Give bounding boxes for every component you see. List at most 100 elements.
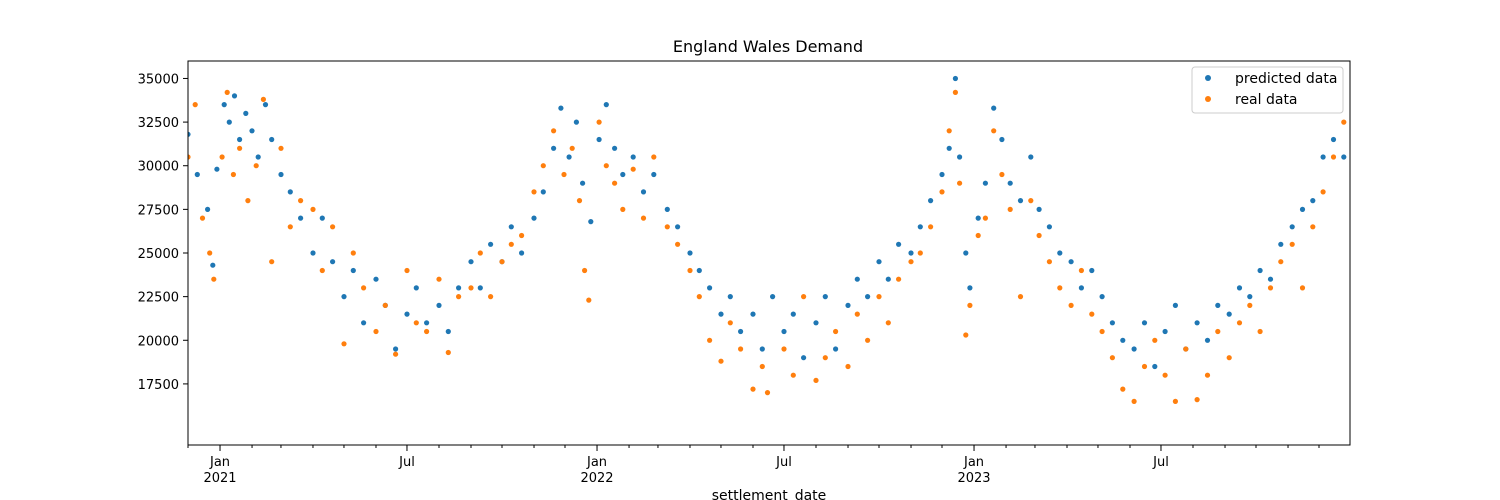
data-point xyxy=(928,224,934,230)
data-point xyxy=(727,320,733,326)
data-point xyxy=(845,302,851,308)
data-point xyxy=(975,232,981,239)
data-point xyxy=(696,294,702,300)
data-point xyxy=(664,224,670,230)
data-point xyxy=(612,145,618,151)
data-point xyxy=(1131,346,1137,352)
data-point xyxy=(488,241,494,247)
data-point xyxy=(1007,206,1013,212)
x-tick-year-label: 2023 xyxy=(957,471,990,486)
x-tick-year-label: 2022 xyxy=(580,471,613,486)
data-point xyxy=(468,259,474,265)
data-point xyxy=(1172,302,1178,308)
data-point xyxy=(255,154,261,160)
data-point xyxy=(896,241,902,247)
data-point xyxy=(1099,328,1105,335)
data-point xyxy=(975,215,981,221)
data-point xyxy=(456,285,462,291)
data-point xyxy=(540,163,546,169)
x-tick-label: Jul xyxy=(775,455,792,470)
data-point xyxy=(413,285,419,291)
data-point xyxy=(319,215,325,221)
data-point xyxy=(211,276,217,282)
data-point xyxy=(696,267,702,274)
y-tick-label: 35000 xyxy=(138,72,179,87)
data-point xyxy=(1278,241,1284,247)
data-point xyxy=(205,206,211,212)
data-point xyxy=(237,136,243,143)
data-point xyxy=(477,285,483,291)
data-point xyxy=(249,128,255,134)
data-point xyxy=(253,163,259,169)
data-point xyxy=(1204,372,1211,378)
data-point xyxy=(1131,398,1137,404)
data-point xyxy=(262,102,269,108)
data-point xyxy=(675,224,681,230)
data-point xyxy=(1099,294,1105,300)
data-point xyxy=(833,346,839,352)
data-point xyxy=(764,390,771,396)
data-point xyxy=(237,145,243,151)
data-point xyxy=(468,285,474,291)
data-point xyxy=(939,171,945,178)
data-point xyxy=(952,89,959,95)
data-point xyxy=(876,259,882,265)
data-point xyxy=(963,250,969,256)
data-point xyxy=(445,328,451,335)
data-point xyxy=(278,171,284,178)
data-point xyxy=(957,154,963,160)
data-point xyxy=(488,294,494,300)
data-point xyxy=(350,267,356,274)
data-point xyxy=(260,96,266,102)
x-tick-label: Jul xyxy=(1152,455,1169,470)
data-point xyxy=(582,267,588,274)
data-point xyxy=(917,250,923,256)
data-point xyxy=(1194,320,1200,326)
x-tick-year-label: 2021 xyxy=(203,471,236,486)
data-point xyxy=(499,259,505,265)
data-point xyxy=(963,332,969,338)
y-tick-label: 20000 xyxy=(138,334,179,349)
data-point xyxy=(908,250,914,256)
data-point xyxy=(551,145,557,151)
data-point xyxy=(424,320,430,326)
data-point xyxy=(1310,198,1316,204)
data-point xyxy=(1162,328,1168,335)
data-point xyxy=(580,180,586,186)
data-point xyxy=(214,166,220,172)
scatter-points xyxy=(188,75,1347,404)
data-point xyxy=(946,145,952,151)
data-point xyxy=(1109,320,1115,326)
data-point xyxy=(413,320,419,326)
data-point xyxy=(1068,259,1074,265)
data-point xyxy=(1057,285,1063,291)
data-point xyxy=(445,349,451,356)
data-point xyxy=(393,351,399,357)
data-point xyxy=(603,163,609,169)
data-point xyxy=(718,311,724,317)
x-tick-label: Jul xyxy=(398,455,415,470)
y-tick-label: 25000 xyxy=(138,247,179,262)
data-point xyxy=(361,285,367,291)
data-point xyxy=(1057,250,1063,256)
x-tick-label: Jan xyxy=(963,455,984,470)
data-point xyxy=(1046,259,1052,265)
data-point xyxy=(999,136,1005,143)
data-point xyxy=(896,276,902,282)
data-point xyxy=(718,358,724,364)
data-point xyxy=(967,285,973,291)
data-point xyxy=(350,250,356,256)
data-point xyxy=(1089,311,1095,317)
data-point xyxy=(630,154,636,160)
data-point xyxy=(1028,154,1034,160)
data-point xyxy=(738,328,744,335)
data-point xyxy=(1017,198,1024,204)
data-point xyxy=(310,206,316,212)
data-point xyxy=(1247,302,1253,308)
data-point xyxy=(759,346,765,352)
data-point xyxy=(991,105,997,111)
data-point xyxy=(675,241,681,247)
data-point xyxy=(640,215,647,221)
data-point xyxy=(373,276,379,282)
data-point xyxy=(1257,328,1263,335)
